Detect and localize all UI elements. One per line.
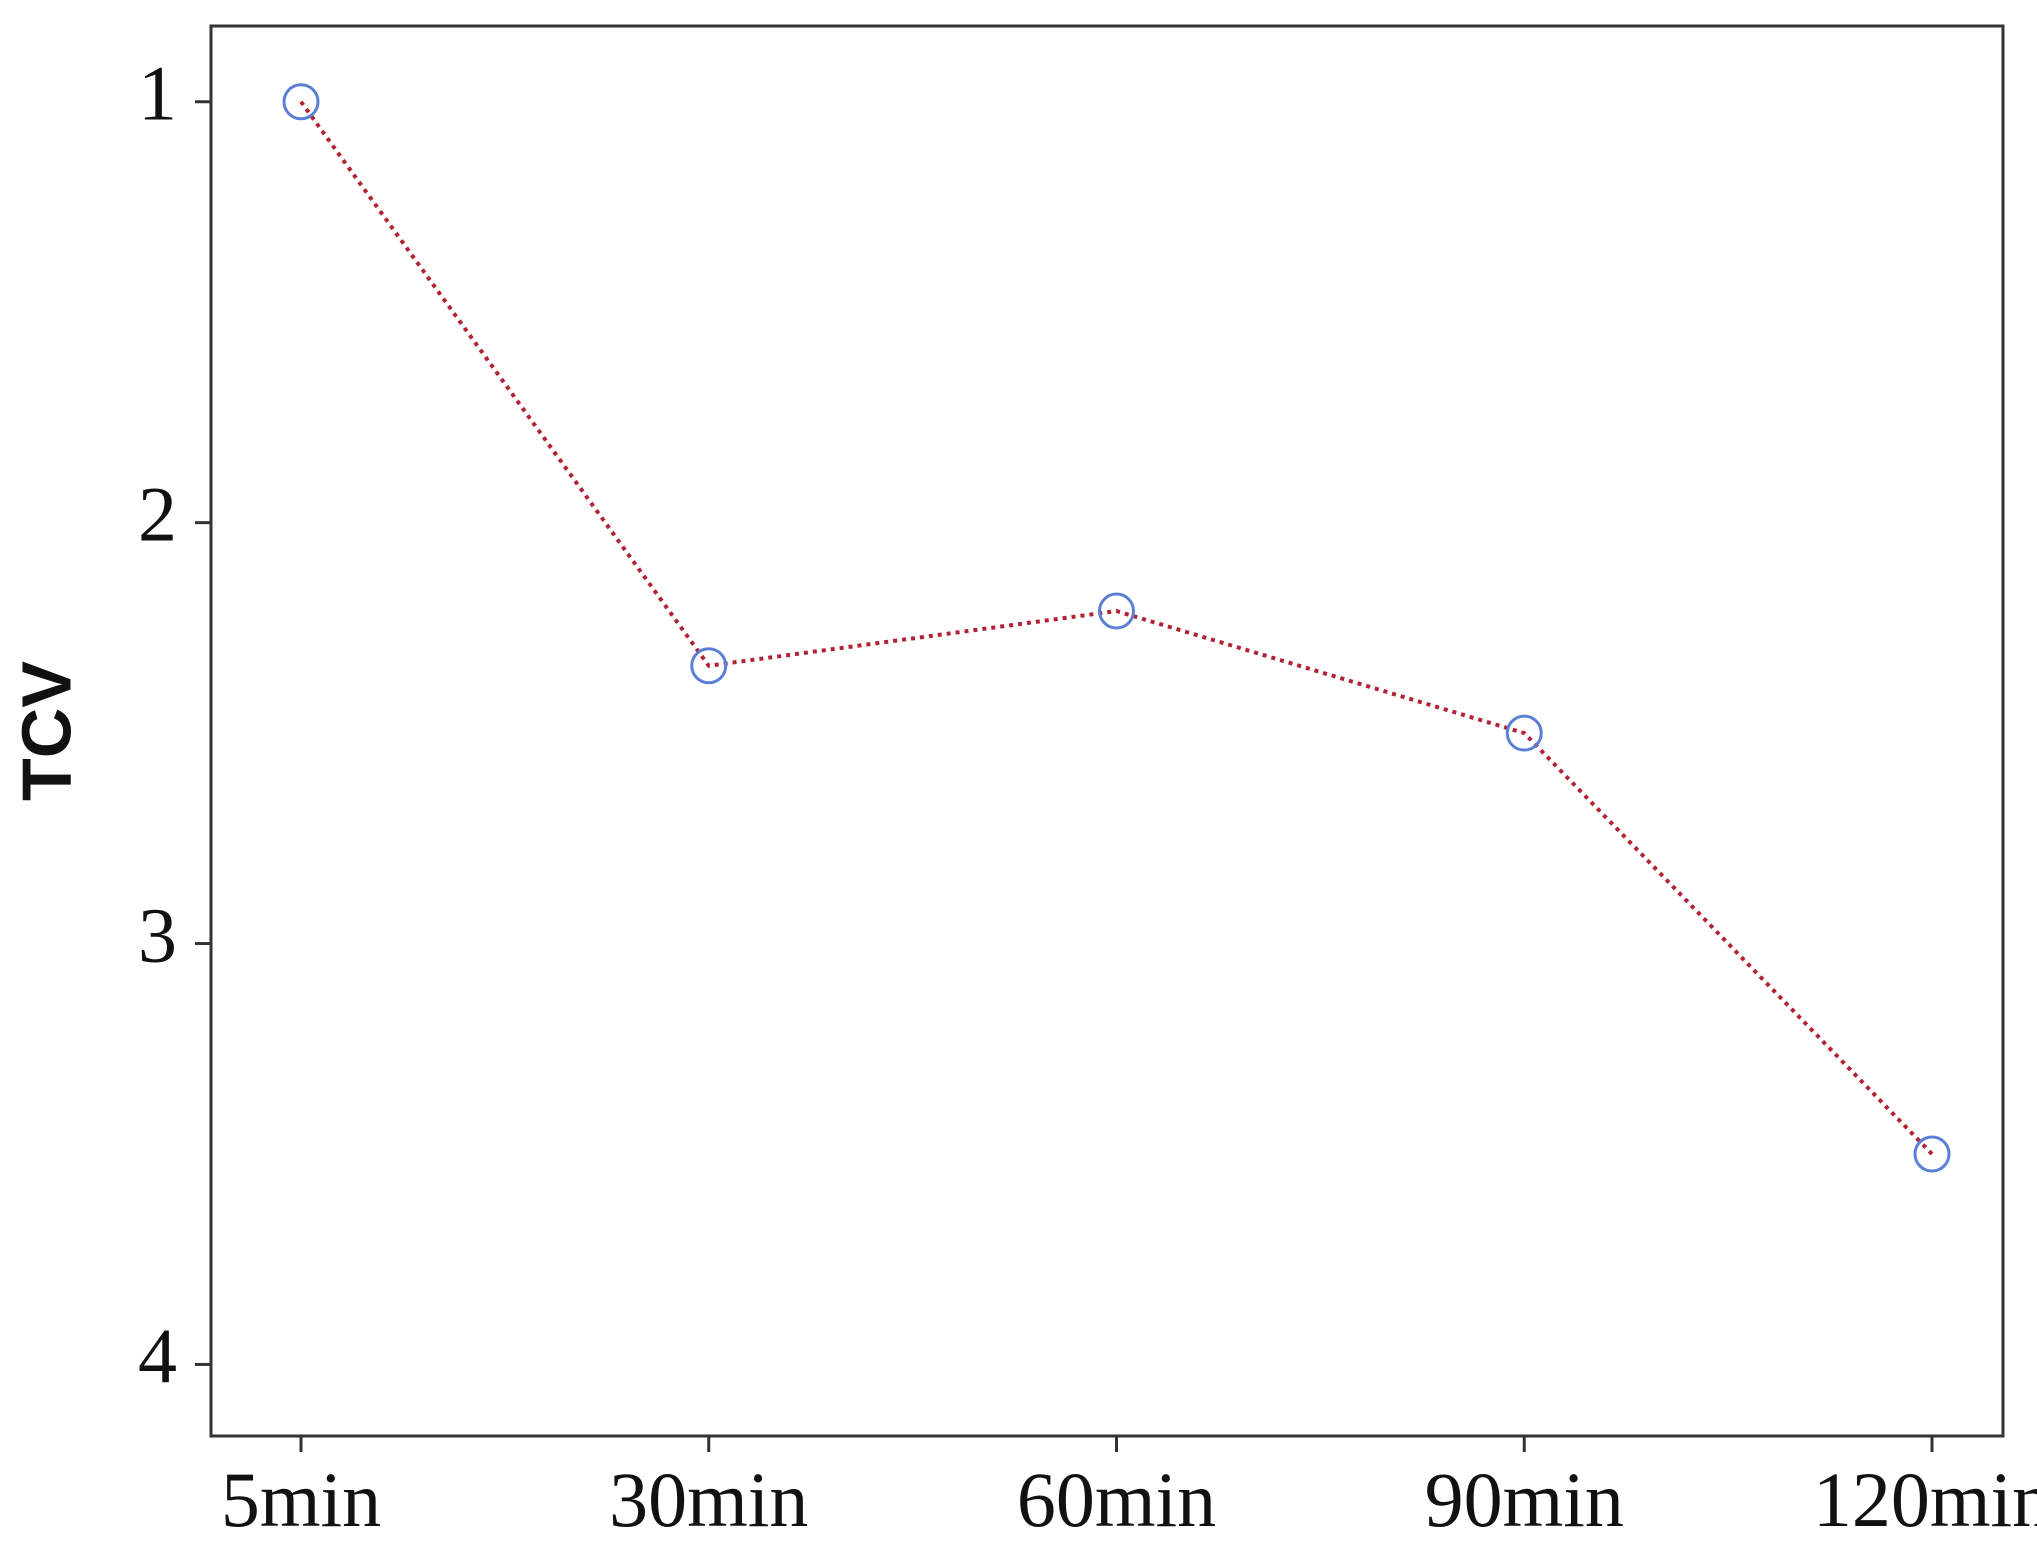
data-point <box>1098 592 1135 630</box>
y-tick-label: 4 <box>138 1312 177 1399</box>
y-tick-label: 2 <box>138 471 177 558</box>
plot-frame <box>209 24 2005 1438</box>
x-tick-label: 30min <box>609 1456 808 1543</box>
x-tick-label: 90min <box>1425 1456 1624 1543</box>
x-tick-label: 120min <box>1813 1456 2037 1543</box>
y-tick-label: 1 <box>138 50 177 137</box>
x-tick-label: 60min <box>1017 1456 1216 1543</box>
data-point <box>1505 714 1543 752</box>
y-axis-label: TCV <box>7 661 85 801</box>
data-point <box>1913 1135 1951 1173</box>
data-point <box>282 83 320 121</box>
data-point <box>690 647 728 685</box>
data-line <box>299 100 1934 1156</box>
y-tick-label: 3 <box>138 891 177 978</box>
x-tick-label: 5min <box>221 1456 381 1543</box>
